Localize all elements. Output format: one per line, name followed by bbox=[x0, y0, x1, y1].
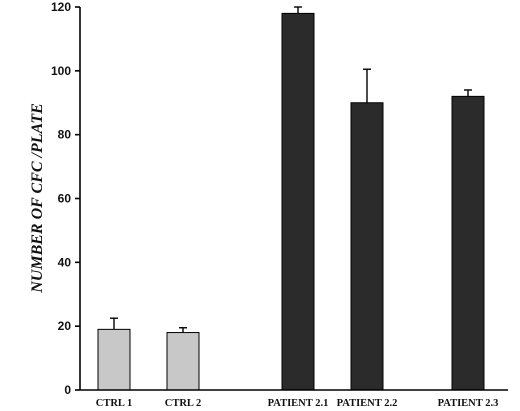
x-category-label: CTRL 2 bbox=[165, 398, 201, 409]
y-tick-label: 100 bbox=[51, 64, 71, 78]
bar bbox=[166, 332, 200, 391]
x-category-label: PATIENT 2.2 bbox=[337, 398, 398, 409]
bar bbox=[451, 95, 485, 391]
x-category-label: PATIENT 2.3 bbox=[438, 398, 499, 409]
x-category-label: CTRL 1 bbox=[96, 398, 132, 409]
y-tick-label: 40 bbox=[58, 255, 72, 269]
y-axis-ticks: 0 20 40 60 80 100 120 bbox=[51, 0, 80, 397]
y-tick-label: 80 bbox=[58, 128, 72, 142]
x-category-label: PATIENT 2.1 bbox=[268, 398, 329, 409]
bar bbox=[97, 328, 131, 391]
y-tick-label: 120 bbox=[51, 0, 71, 14]
bars-group bbox=[97, 6, 485, 391]
bar bbox=[281, 12, 315, 391]
y-axis-title: NUMBER OF CFC /PLATE bbox=[29, 103, 46, 294]
y-tick-label: 60 bbox=[58, 192, 72, 206]
x-axis-labels: CTRL 1 CTRL 2 PATIENT 2.1 PATIENT 2.2 PATIEN… bbox=[96, 398, 499, 409]
y-tick-label: 0 bbox=[64, 383, 71, 397]
bar bbox=[350, 102, 384, 391]
y-tick-label: 20 bbox=[58, 319, 72, 333]
